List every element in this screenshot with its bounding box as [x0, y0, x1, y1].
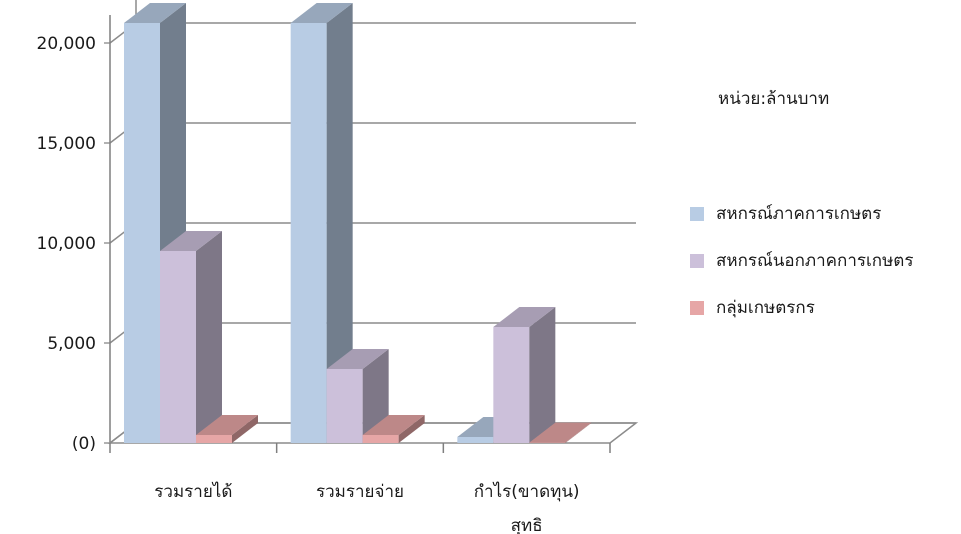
bar-top [493, 307, 556, 327]
legend-item-agricultural: สหกรณ์ภาคการเกษตร [690, 200, 913, 227]
legend-item-non-agricultural: สหกรณ์นอกภาคการเกษตร [690, 247, 913, 274]
bar [290, 3, 353, 443]
bar-top [124, 3, 186, 23]
x-category-label: รวมรายได้ [154, 481, 232, 502]
legend-swatch [690, 300, 704, 315]
legend-item-farmer-groups: กลุ่มเกษตรกร [690, 294, 913, 321]
y-tick-label: 5,000 [47, 334, 96, 354]
bar-top [196, 415, 258, 435]
bar-front [493, 327, 530, 443]
bar-front [124, 23, 160, 443]
x-category-label: รวมรายจ่าย [316, 482, 404, 502]
bar-side [232, 415, 258, 443]
axis-labels: (0) 5,000 10,000 15,000 20,000 รวมรายได้ รวมรา… [37, 34, 580, 534]
bar-side [326, 3, 353, 443]
y-tick-label: 15,000 [37, 134, 96, 154]
bar-side [362, 349, 389, 443]
bar-front [362, 435, 399, 443]
bar-top [529, 422, 592, 443]
y-tick-label: 10,000 [37, 234, 96, 254]
legend-label: กลุ่มเกษตรกร [716, 298, 815, 318]
bar [326, 349, 389, 443]
legend-label: สหกรณ์ภาคการเกษตร [716, 204, 882, 224]
bar-top [290, 3, 353, 23]
gridline [109, 22, 636, 44]
bar-side [529, 307, 556, 443]
bar-top [160, 231, 222, 251]
bar-front [196, 435, 232, 443]
legend: หน่วย:ล้านบาท สหกรณ์ภาคการเกษตร สหกรณ์นอ… [690, 85, 913, 341]
bars [124, 3, 592, 443]
bar [529, 422, 592, 443]
gridline [109, 122, 636, 144]
bar [493, 307, 556, 443]
bar [160, 231, 222, 443]
bar-top [362, 415, 425, 435]
bar-front [457, 437, 494, 443]
x-category-label: กำไร(ขาดทุน)สุทธิ [474, 481, 580, 534]
legend-swatch [690, 206, 704, 221]
y-tick-label: (0) [72, 434, 96, 454]
bar-side [398, 415, 425, 443]
bar-top [326, 349, 389, 369]
legend-label: สหกรณ์นอกภาคการเกษตร [716, 251, 914, 271]
bar-side [565, 422, 592, 443]
bar-side [196, 231, 222, 443]
legend-swatch [690, 253, 704, 268]
bar-front [160, 251, 196, 443]
bar [196, 415, 258, 443]
unit-label: หน่วย:ล้านบาท [718, 89, 830, 109]
bar [362, 415, 425, 443]
bar-front [290, 23, 327, 443]
bar-front [326, 369, 363, 443]
y-tick-label: 20,000 [37, 34, 96, 54]
